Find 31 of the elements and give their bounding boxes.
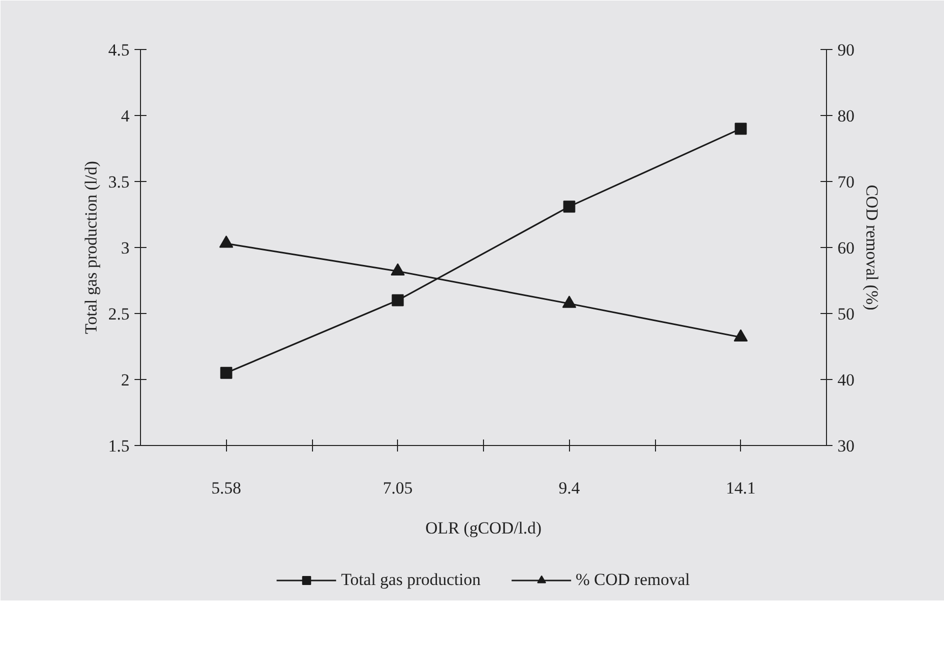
y-tick-label: 4.5 bbox=[108, 40, 130, 60]
point bbox=[219, 236, 234, 248]
legend-label: % COD removal bbox=[576, 570, 690, 590]
point bbox=[563, 200, 576, 213]
y2-tick-label: 60 bbox=[838, 238, 854, 258]
point bbox=[392, 294, 404, 306]
y-tick-label: 3 bbox=[121, 238, 130, 258]
y-axis-title: Total gas production (l/d) bbox=[81, 160, 100, 334]
y2-tick-label: 50 bbox=[838, 304, 854, 324]
y2-tick-label: 70 bbox=[838, 172, 854, 192]
y-tick-label: 3.5 bbox=[108, 172, 130, 192]
y-tick-label: 4 bbox=[121, 106, 130, 126]
x-tick-label: 14.1 bbox=[726, 478, 756, 498]
point bbox=[734, 329, 748, 342]
y2-tick-label: 90 bbox=[838, 40, 854, 60]
point bbox=[220, 366, 232, 379]
y2-tick-label: 30 bbox=[838, 436, 854, 456]
y-tick-label: 1.5 bbox=[108, 436, 130, 456]
legend-label: Total gas production bbox=[341, 570, 481, 590]
y-tick-label: 2 bbox=[121, 370, 130, 390]
y2-axis-title: COD removal (%) bbox=[862, 184, 882, 310]
x-tick-label: 9.4 bbox=[558, 478, 580, 498]
x-axis-title: OLR (gCOD/l.d) bbox=[425, 518, 542, 538]
y2-tick-label: 80 bbox=[838, 106, 854, 126]
point bbox=[390, 263, 405, 276]
point bbox=[562, 296, 576, 308]
x-tick-label: 5.58 bbox=[211, 478, 242, 498]
point bbox=[734, 122, 747, 135]
y2-tick-label: 40 bbox=[838, 370, 854, 390]
y-tick-label: 2.5 bbox=[108, 304, 130, 324]
x-tick-label: 7.05 bbox=[382, 478, 413, 498]
